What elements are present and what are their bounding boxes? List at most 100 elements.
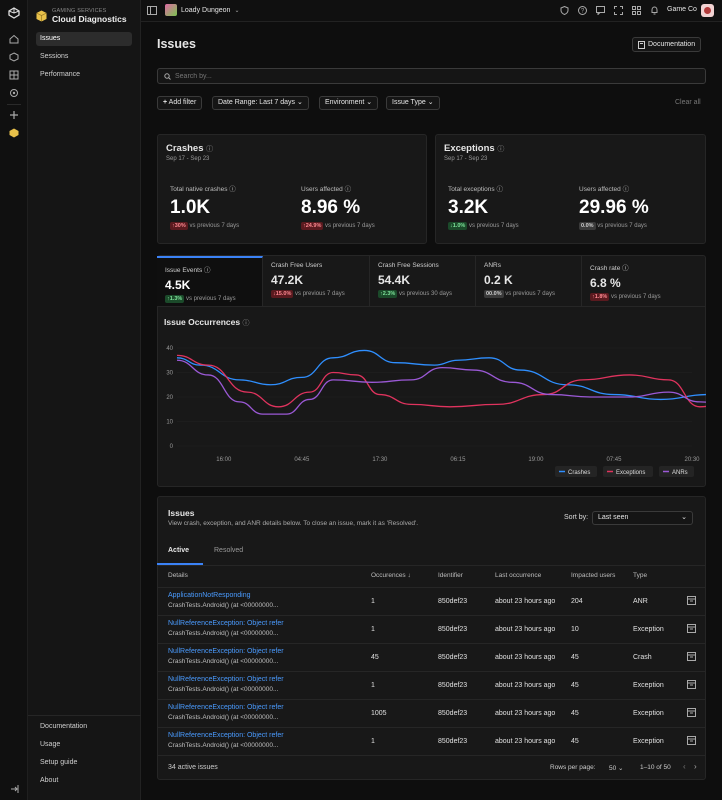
collapse-icon[interactable]	[8, 783, 20, 795]
prev-page-icon[interactable]: ‹	[683, 762, 686, 771]
table-row[interactable]: ApplicationNotResponding CrashTests.Andro…	[157, 587, 706, 615]
tab-resolved[interactable]: Resolved	[214, 547, 244, 554]
panel-toggle-icon[interactable]	[147, 6, 157, 17]
diagnostics-icon[interactable]	[8, 127, 20, 139]
issue-last-occurrence: about 23 hours ago	[495, 738, 556, 745]
issue-name-link[interactable]: NullReferenceException: Object refer	[168, 704, 284, 711]
tab-active[interactable]: Active	[168, 547, 190, 554]
chevron-down-icon: ⌄	[234, 7, 240, 14]
issue-name-link[interactable]: NullReferenceException: Object refer	[168, 648, 284, 655]
shield-icon[interactable]	[560, 6, 569, 15]
org-name[interactable]: Game Co	[667, 6, 697, 13]
expand-icon[interactable]	[614, 6, 623, 15]
issue-type-filter[interactable]: Issue Type ⌄	[386, 96, 440, 110]
info-icon[interactable]: ⓘ	[204, 267, 211, 274]
table-row[interactable]: NullReferenceException: Object refer Cras…	[157, 727, 706, 755]
search-box[interactable]	[157, 68, 706, 84]
issue-type: Exception	[633, 626, 664, 633]
exceptions-title: Exceptions	[444, 143, 495, 154]
x-tick-label: 06:15	[450, 457, 466, 463]
issue-last-occurrence: about 23 hours ago	[495, 654, 556, 661]
info-icon[interactable]: ⓘ	[496, 186, 503, 193]
rows-per-page-select[interactable]: 50 ⌄	[609, 764, 624, 772]
archive-icon[interactable]	[687, 624, 696, 635]
sidebar-item-sessions[interactable]: Sessions	[40, 53, 69, 60]
col-occurrences[interactable]: Occurences ↓	[371, 572, 411, 579]
archive-icon[interactable]	[687, 596, 696, 607]
tab-crash-free-users[interactable]: Crash Free Users 47.2K ↓15.0% vs previou…	[263, 256, 370, 306]
settings-icon[interactable]	[8, 87, 20, 99]
issue-type: ANR	[633, 598, 648, 605]
sidebar-item-performance[interactable]: Performance	[40, 71, 81, 78]
tab-anrs[interactable]: ANRs 0.2 K 00.0% vs previous 7 days	[476, 256, 582, 306]
metric-label: Total native crashes	[170, 186, 228, 193]
issue-name-link[interactable]: NullReferenceException: Object refer	[168, 676, 284, 683]
issue-stack: CrashTests.Android() (at <00000000...	[168, 630, 279, 637]
chat-icon[interactable]	[596, 6, 605, 15]
sidebar-footer-documentation[interactable]: Documentation	[40, 723, 88, 730]
table-row[interactable]: NullReferenceException: Object refer Cras…	[157, 699, 706, 727]
project-selector[interactable]: Loady Dungeon ⌄	[165, 4, 239, 16]
table-row[interactable]: NullReferenceException: Object refer Cras…	[157, 671, 706, 699]
cloud-diagnostics-logo-icon	[36, 10, 47, 22]
app-rail	[0, 0, 28, 800]
sidebar-footer-usage[interactable]: Usage	[40, 741, 61, 748]
issue-name-link[interactable]: NullReferenceException: Object refer	[168, 620, 284, 627]
issue-name-link[interactable]: NullReferenceException: Object refer	[168, 732, 284, 739]
info-icon[interactable]: ⓘ	[229, 186, 236, 193]
unity-logo-icon[interactable]	[8, 7, 20, 19]
issue-occurrences: 1	[371, 738, 375, 745]
info-icon[interactable]: ⓘ	[497, 146, 505, 153]
help-icon[interactable]: ?	[578, 6, 587, 15]
sidebar-footer-setup-guide[interactable]: Setup guide	[40, 759, 78, 766]
add-filter-button[interactable]: + Add filter	[157, 96, 203, 110]
tab-label: Crash rate	[590, 265, 621, 272]
col-impacted-users: Impacted users	[571, 572, 616, 579]
bell-icon[interactable]	[650, 6, 659, 15]
table-row[interactable]: NullReferenceException: Object refer Cras…	[157, 643, 706, 671]
sort-label: Sort by:	[564, 514, 589, 521]
tab-crash-free-sessions[interactable]: Crash Free Sessions 54.4K ↑2.3% vs previ…	[370, 256, 476, 306]
book-icon	[638, 40, 645, 49]
comparison-text: vs previous 7 days	[505, 291, 555, 297]
issue-identifier: 850def23	[438, 626, 468, 633]
table-row[interactable]: NullReferenceException: Object refer Cras…	[157, 615, 706, 643]
date-range-filter[interactable]: Date Range: Last 7 days ⌄	[212, 96, 309, 110]
apps-icon[interactable]	[632, 6, 641, 15]
comparison-text: vs previous 7 days	[325, 223, 375, 229]
home-icon[interactable]	[8, 33, 20, 45]
issue-impacted-users: 45	[571, 710, 579, 717]
issues-card	[157, 496, 706, 780]
archive-icon[interactable]	[687, 736, 696, 747]
x-tick-label: 04:45	[294, 457, 310, 463]
info-icon[interactable]: ⓘ	[242, 320, 250, 327]
clear-all-link[interactable]: Clear all	[675, 99, 701, 106]
archive-icon[interactable]	[687, 652, 696, 663]
sort-select[interactable]: Last seen ⌄	[592, 511, 693, 525]
grid-icon[interactable]	[8, 69, 20, 81]
archive-icon[interactable]	[687, 680, 696, 691]
archive-icon[interactable]	[687, 708, 696, 719]
info-icon[interactable]: ⓘ	[344, 186, 352, 193]
info-icon[interactable]: ⓘ	[622, 265, 629, 272]
sidebar-footer-about[interactable]: About	[40, 777, 59, 784]
cube-icon[interactable]	[8, 51, 20, 63]
tab-crash-rate[interactable]: Crash rate ⓘ 6.8 % ↑1.8% vs previous 7 d…	[582, 256, 706, 306]
tab-value: 0.2 K	[484, 273, 513, 287]
environment-filter[interactable]: Environment ⌄	[319, 96, 379, 110]
sidebar-item-issues[interactable]: Issues	[36, 32, 132, 46]
tab-issue-events[interactable]: Issue Events ⓘ 4.5K ↑1.3% vs previous 7 …	[157, 256, 263, 306]
plus-icon[interactable]	[8, 109, 20, 121]
documentation-button[interactable]: Documentation	[632, 37, 702, 52]
issues-title: Issues	[168, 508, 195, 518]
next-page-icon[interactable]: ›	[694, 762, 697, 771]
issue-impacted-users: 45	[571, 682, 579, 689]
info-icon[interactable]: ⓘ	[622, 186, 630, 193]
issue-stack: CrashTests.Android() (at <00000000...	[168, 714, 279, 721]
issue-name-link[interactable]: ApplicationNotResponding	[168, 592, 251, 599]
metric-label: Users affected	[579, 186, 621, 193]
search-input[interactable]	[175, 72, 675, 80]
tab-label: ANRs	[484, 262, 501, 269]
info-icon[interactable]: ⓘ	[206, 146, 214, 153]
user-avatar[interactable]	[701, 4, 714, 17]
